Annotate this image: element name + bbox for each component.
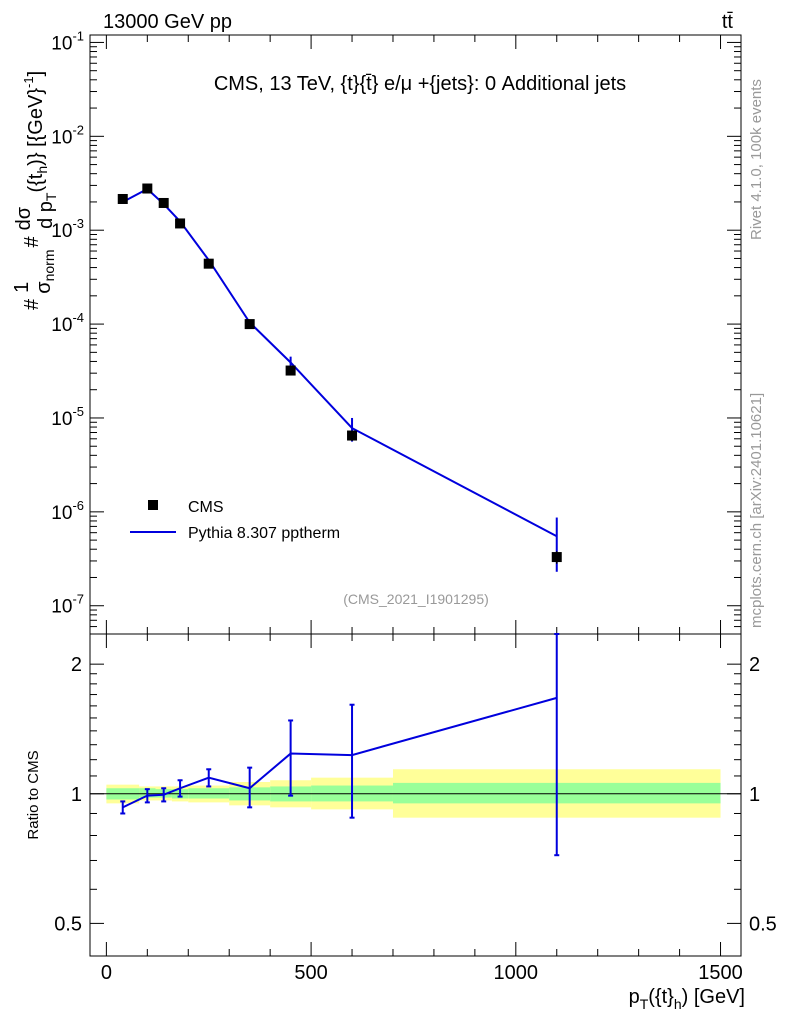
data-point	[347, 430, 358, 441]
main-y-label: #1σnorm # dσd pT({th)} [{GeV}-1]	[11, 71, 59, 310]
ylabel-sigma: σ	[33, 281, 55, 294]
plot-title: CMS, 13 TeV, {t}{t̄} e/μ +{jets}: 0 Addi…	[214, 73, 626, 95]
ylabel-T: T	[43, 192, 59, 201]
ylabel-hash2: #	[21, 236, 43, 248]
data-point	[244, 319, 255, 330]
ratio-x-tick-labels: 0 500 1000 1500	[101, 962, 743, 984]
ratio-x-tick-label: 500	[294, 962, 327, 984]
ylabel-h: h	[34, 166, 50, 174]
main-y-tick-label: 10-1	[51, 28, 84, 54]
ratio-panel: 0.5 0.5 1 1 2 2 0 500 1000 1500 Ratio to CMS	[25, 633, 777, 984]
data-point	[203, 258, 214, 269]
ratio-y-tick-label-left: 0.5	[54, 913, 82, 935]
data-point	[285, 365, 296, 376]
ratio-y-tick-label-right: 2	[749, 654, 760, 676]
ratio-y-tick-label-left: 1	[71, 784, 82, 806]
ratio-y-label: Ratio to CMS	[25, 750, 42, 839]
data-point	[158, 197, 169, 208]
svg-text:#1σnorm#dσd pT({th)} [{GeV}-1]: #1σnorm # dσd pT({th)} [{GeV}-1]	[11, 71, 59, 310]
ylabel-hash1: #	[21, 298, 43, 310]
main-frame	[89, 34, 742, 635]
legend-data-label: CMS	[188, 499, 224, 516]
legend: CMS Pythia 8.307 pptherm	[130, 499, 340, 542]
header-process: tt̄	[722, 11, 734, 33]
ratio-y-tick-label-left: 2	[71, 654, 82, 676]
ratio-y-tick-labels: 0.5 0.5 1 1 2 2	[54, 654, 777, 935]
ylabel-one: 1	[11, 282, 33, 293]
data-point	[142, 183, 153, 194]
mcplots-site: mcplots.cern.ch [arXiv:2401.10621]	[748, 393, 765, 628]
ratio-x-tick-label: 0	[101, 962, 112, 984]
main-y-tick-label: 10-5	[51, 404, 84, 430]
xlabel-T: T	[640, 996, 649, 1012]
ratio-y-tick-label-right: 0.5	[749, 913, 777, 935]
ylabel-norm: norm	[41, 250, 57, 282]
ratio-x-tick-label: 1500	[698, 962, 743, 984]
ratio-frame	[89, 633, 742, 957]
rivet-version: Rivet 4.1.0, 100k events	[748, 79, 765, 240]
xlabel-post: ) [GeV]	[682, 986, 745, 1008]
ylabel-dsigma: dσ	[13, 206, 35, 230]
main-y-tick-label: 10-4	[51, 310, 84, 336]
ratio-y-tick-label-right: 1	[749, 784, 760, 806]
ylabel-tail: )} [{GeV}	[25, 88, 47, 166]
main-y-tick-label: 10-3	[51, 216, 84, 242]
x-axis-label: pT({t}h) [GeV]	[629, 986, 745, 1012]
main-y-tick-label: 10-2	[51, 122, 84, 148]
main-panel: 10-7 10-6 10-5 10-4 10-3 10-2 10-1 CMS, 13 TeV…	[51, 28, 742, 635]
legend-data-marker	[148, 500, 158, 510]
data-point	[117, 193, 128, 204]
header-energy: 13000 GeV pp	[103, 11, 232, 33]
main-y-ticks	[90, 41, 741, 635]
ylabel-dpt: d p	[35, 201, 57, 229]
ylabel-arg: ({t	[25, 173, 47, 192]
main-y-tick-label: 10-7	[51, 592, 84, 618]
data-point	[551, 552, 562, 563]
ylabel-close: ]	[25, 71, 47, 77]
legend-mc-label: Pythia 8.307 pptherm	[188, 525, 340, 542]
xlabel-h: h	[674, 996, 682, 1012]
main-x-ticks	[105, 35, 722, 634]
xlabel-mid: ({t}	[648, 986, 674, 1008]
ratio-mc-series	[120, 633, 560, 857]
ylabel-exp: -1	[21, 76, 36, 88]
main-y-tick-labels: 10-7 10-6 10-5 10-4 10-3 10-2 10-1	[51, 28, 84, 617]
data-series	[117, 183, 562, 564]
mc-line	[122, 187, 558, 538]
main-y-tick-label: 10-6	[51, 498, 84, 524]
ratio-y-ticks	[90, 663, 741, 924]
analysis-id: (CMS_2021_I1901295)	[343, 591, 489, 607]
ratio-x-tick-label: 1000	[494, 962, 539, 984]
xlabel-p: p	[629, 986, 640, 1008]
data-point	[175, 218, 186, 229]
ratio-x-ticks	[105, 634, 722, 956]
